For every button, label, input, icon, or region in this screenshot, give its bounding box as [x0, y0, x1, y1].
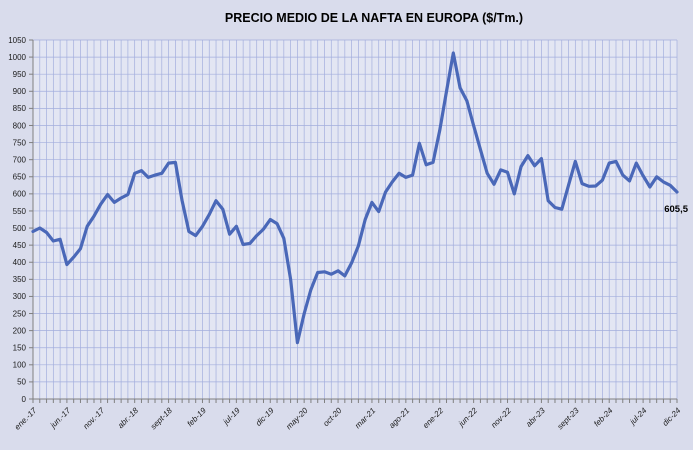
y-tick-label: 750	[13, 138, 27, 147]
y-tick-label: 450	[13, 241, 27, 250]
x-tick-label: feb-19	[185, 406, 208, 429]
x-tick-label: jun-22	[456, 406, 479, 429]
x-tick-label: jun.-17	[48, 406, 73, 431]
x-tick-label: jul-24	[628, 406, 649, 427]
x-tick-label: feb-24	[592, 406, 615, 429]
y-tick-label: 900	[13, 87, 27, 96]
x-tick-label: ago-21	[387, 406, 411, 430]
plot-area	[33, 40, 677, 399]
y-tick-label: 100	[13, 361, 27, 370]
y-tick-label: 500	[13, 224, 27, 233]
price-line	[31, 51, 679, 345]
x-tick-label: dic-19	[254, 406, 276, 428]
y-tick-label: 400	[13, 258, 27, 267]
y-tick-label: 850	[13, 104, 27, 113]
y-tick-label: 600	[13, 190, 27, 199]
y-tick-label: 950	[13, 70, 27, 79]
x-tick-label: sept-18	[149, 406, 175, 432]
y-tick-label: 1000	[8, 53, 26, 62]
x-tick-labels: ene.-17 jun.-17 nov.-17 abr.-18 sept-18 feb-1…	[13, 406, 683, 432]
x-tick-label: abr.-18	[116, 406, 140, 430]
axes	[29, 39, 678, 403]
x-tick-label: jul-19	[221, 406, 242, 427]
x-tick-label: may-20	[284, 406, 310, 432]
y-tick-labels: 0 50 100 150 200 250 300 350 400 450 500 550 600 650 7…	[8, 36, 26, 404]
y-tick-label: 300	[13, 292, 27, 301]
x-tick-label: ene-22	[421, 406, 445, 430]
x-tick-label: nov-22	[489, 406, 513, 430]
y-tick-label: 800	[13, 121, 27, 130]
y-tick-label: 0	[22, 395, 27, 404]
y-tick-label: 700	[13, 155, 27, 164]
x-tick-label: sept-23	[555, 406, 581, 432]
x-tick-label: abr-23	[524, 406, 547, 429]
horizontal-gridlines	[33, 39, 677, 383]
y-tick-label: 50	[17, 378, 26, 387]
last-value-label: 605,5	[664, 204, 688, 215]
x-tick-label: mar-21	[353, 406, 377, 430]
y-tick-label: 350	[13, 275, 27, 284]
y-tick-label: 550	[13, 207, 27, 216]
y-tick-label: 1050	[8, 36, 26, 45]
y-tick-label: 150	[13, 344, 27, 353]
x-tick-label: ene.-17	[13, 406, 39, 432]
y-tick-label: 200	[13, 326, 27, 335]
y-tick-label: 250	[13, 309, 27, 318]
x-tick-label: oct-20	[321, 406, 343, 428]
x-tick-label: nov.-17	[81, 406, 106, 431]
x-tick-label: dic-24	[661, 406, 683, 428]
chart-title: PRECIO MEDIO DE LA NAFTA EN EUROPA ($/Tm…	[225, 11, 523, 25]
y-tick-label: 650	[13, 173, 27, 182]
